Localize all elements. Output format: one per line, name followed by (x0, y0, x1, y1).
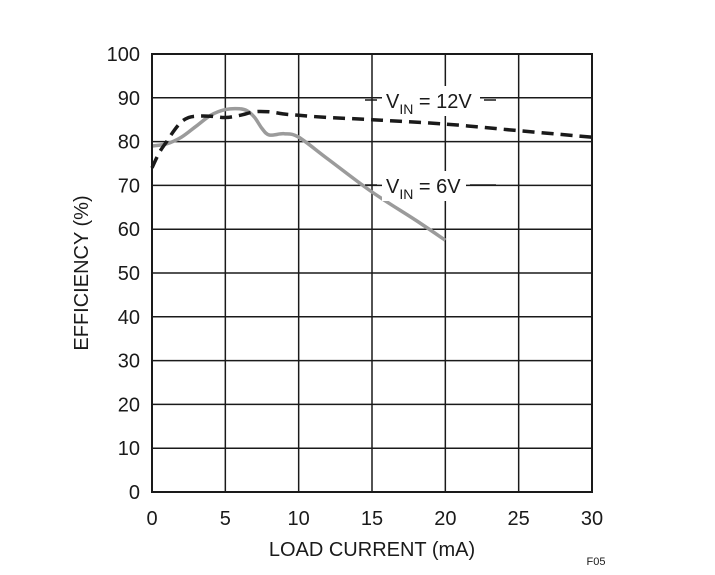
x-tick-label: 20 (434, 508, 456, 530)
series-layer (150, 106, 593, 242)
y-tick-label: 10 (118, 438, 140, 460)
x-tick-label: 25 (508, 508, 530, 530)
y-tick-label: 80 (118, 132, 140, 154)
y-axis-title: EFFICIENCY (%) (71, 195, 93, 350)
y-tick-label: 50 (118, 263, 140, 285)
x-tick-label: 0 (146, 508, 157, 530)
x-tick-label: 15 (361, 508, 383, 530)
series-label-text: VIN = 6V (386, 176, 461, 202)
plot-frame (151, 53, 593, 493)
label-main: V (386, 176, 400, 198)
x-tick-label: 30 (581, 508, 603, 530)
x-tick-label: 10 (288, 508, 310, 530)
figure-id: F05 (587, 556, 606, 568)
label-subscript: IN (399, 101, 413, 117)
y-tick-label: 60 (118, 219, 140, 241)
series-line-1 (151, 106, 447, 242)
series-label-1: VIN = 6V (365, 171, 496, 202)
y-tick-label: 40 (118, 307, 140, 329)
tick-labels: 0 5 10 15 20 25 30 0 10 20 30 40 50 60 70 80 90 100 (107, 44, 604, 530)
y-tick-label: 30 (118, 351, 140, 373)
y-tick-label: 90 (118, 88, 140, 110)
y-tick-label: 20 (118, 394, 140, 416)
x-axis-title: LOAD CURRENT (mA) (269, 539, 475, 561)
label-rest: = 12V (413, 91, 472, 113)
label-rest: = 6V (413, 176, 461, 198)
series-label-0: VIN = 12V (365, 86, 496, 117)
y-tick-label: 0 (129, 482, 140, 504)
label-background (382, 171, 466, 201)
label-main: V (386, 91, 400, 113)
grid-lines (152, 54, 592, 492)
y-tick-label: 70 (118, 175, 140, 197)
series-line-0 (150, 109, 593, 169)
series-label-text: VIN = 12V (386, 91, 472, 117)
y-tick-label: 100 (107, 44, 140, 66)
x-tick-label: 5 (220, 508, 231, 530)
label-background (382, 86, 480, 116)
label-subscript: IN (399, 186, 413, 202)
